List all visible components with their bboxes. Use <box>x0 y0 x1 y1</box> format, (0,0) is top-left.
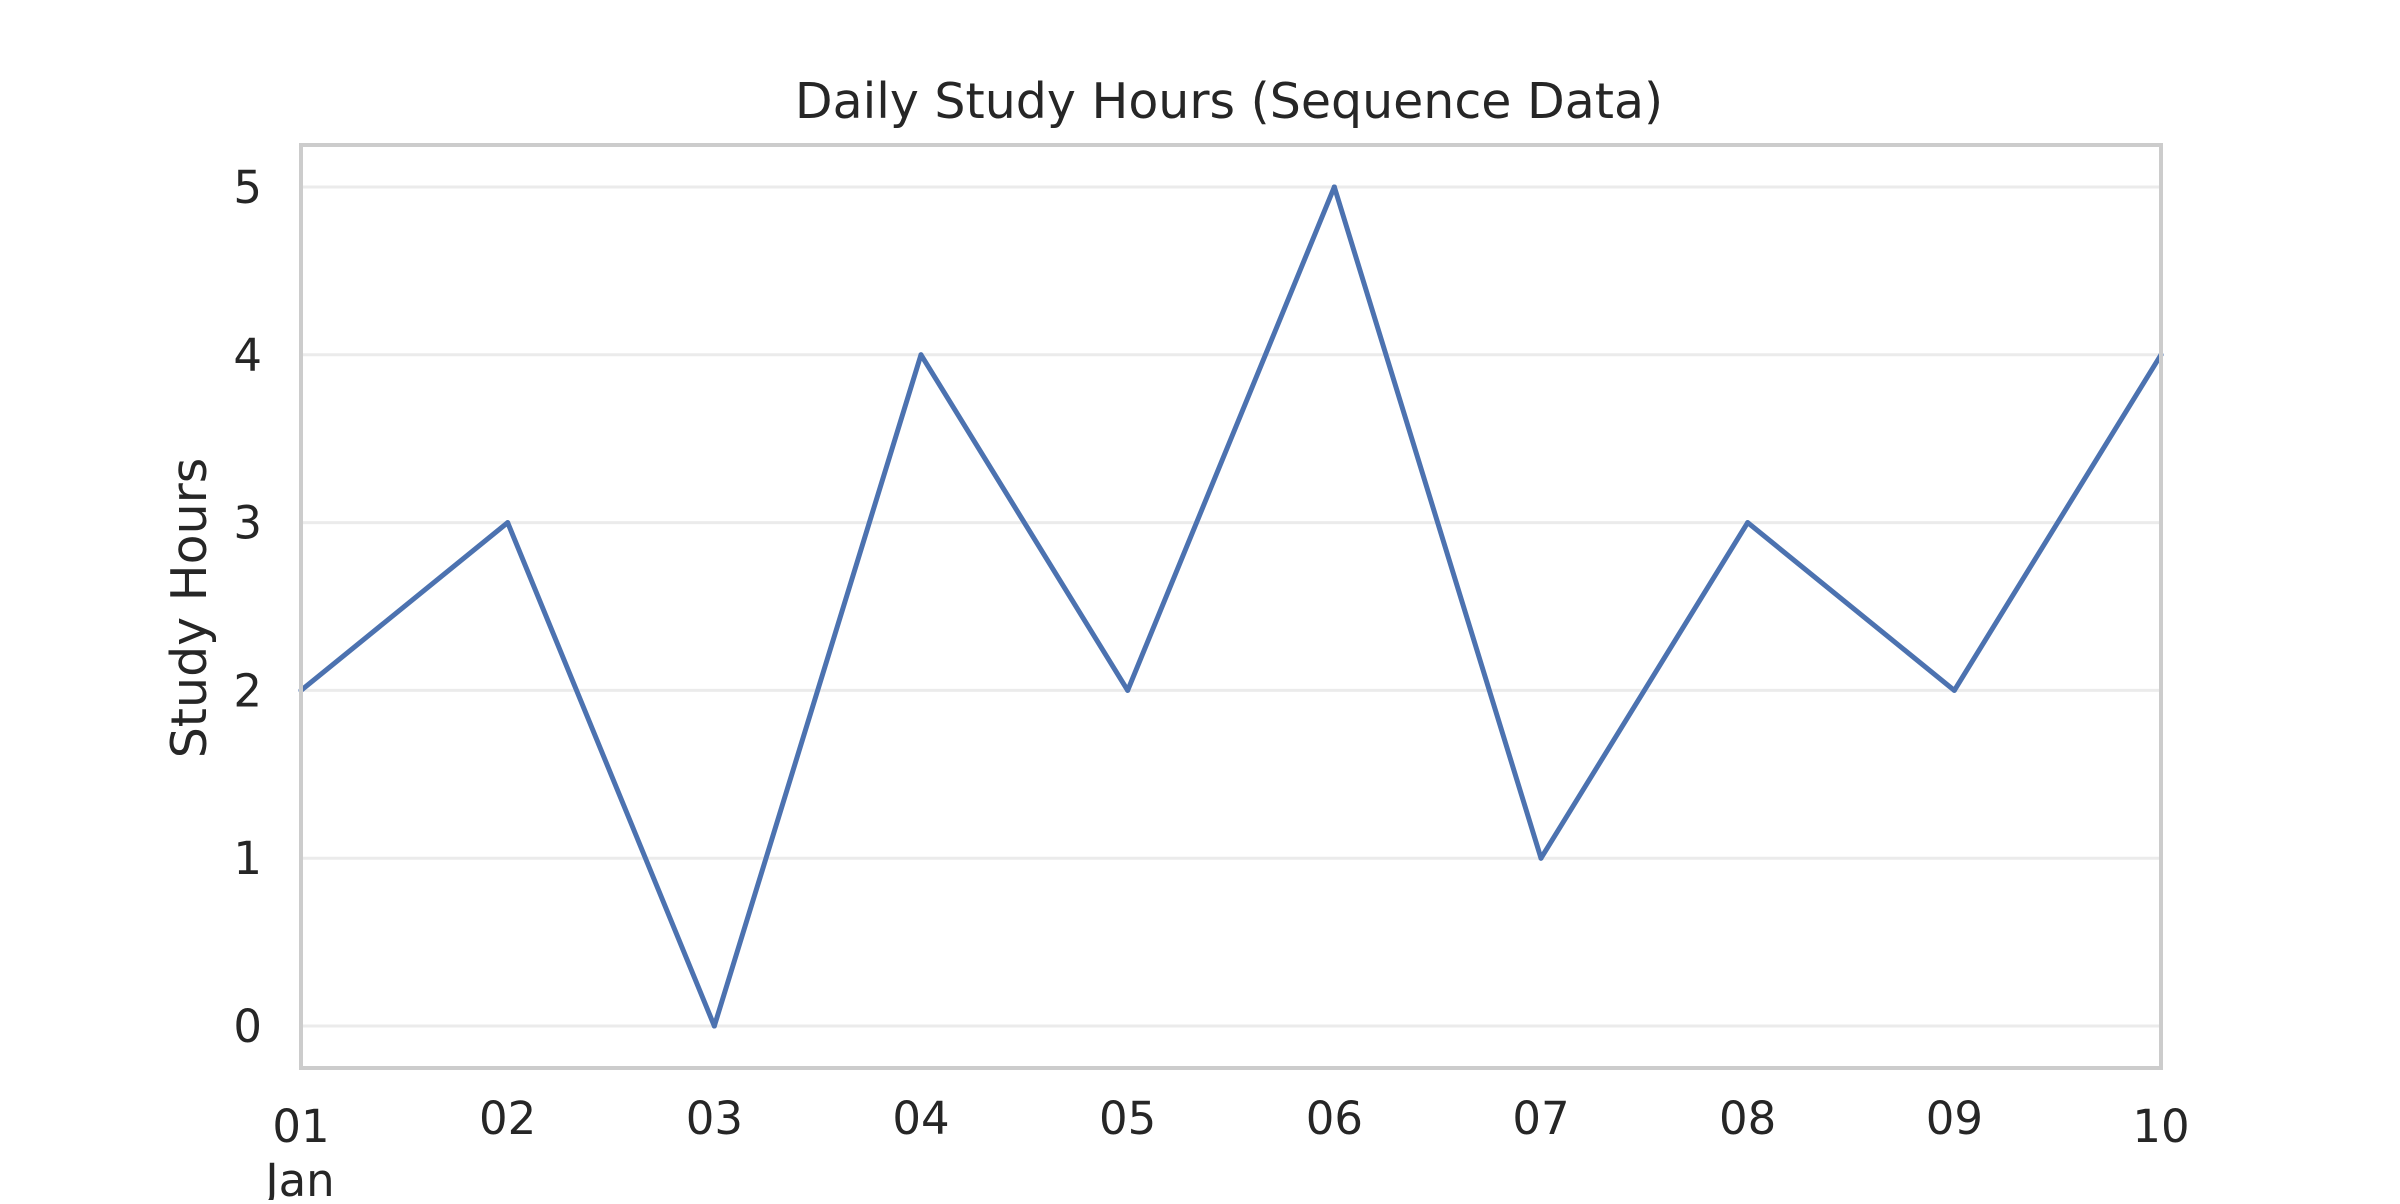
y-tick-label: 4 <box>233 329 262 382</box>
data-point <box>1125 687 1131 693</box>
data-point <box>1745 520 1751 526</box>
y-tick-label: 3 <box>233 497 262 550</box>
x-tick-label: 07 <box>1512 1092 1569 1145</box>
y-tick-label: 2 <box>233 664 262 717</box>
x-tick-label: 03 <box>686 1092 743 1145</box>
y-axis-label: Study Hours <box>161 458 218 759</box>
x-axis-month-label: Jan <box>262 1154 334 1200</box>
x-tick-label: 04 <box>892 1092 949 1145</box>
x-tick-label: 05 <box>1099 1092 1156 1145</box>
x-tick-label: 02 <box>479 1092 536 1145</box>
y-tick-label: 5 <box>233 161 262 214</box>
plot-frame <box>299 143 2163 1070</box>
x-axis-ticks: 01 02 03 04 05 06 07 08 09 10 <box>272 1092 2189 1153</box>
series-layer <box>298 184 2164 1029</box>
gridlines <box>301 185 2161 1028</box>
data-point <box>1331 184 1337 190</box>
x-tick-label: 09 <box>1926 1092 1983 1145</box>
y-tick-label: 1 <box>233 832 262 885</box>
x-tick-label: 06 <box>1306 1092 1363 1145</box>
x-tick-label: 10 <box>2132 1100 2189 1153</box>
y-axis-ticks: 0 1 2 3 4 5 <box>233 161 262 1053</box>
x-tick-label: 01 <box>272 1100 329 1153</box>
x-tick-label: 08 <box>1719 1092 1776 1145</box>
chart-title: Daily Study Hours (Sequence Data) <box>795 73 1663 130</box>
data-point <box>1538 855 1544 861</box>
series-line-0 <box>298 184 2164 1029</box>
data-point <box>711 1023 717 1029</box>
data-point <box>1951 687 1957 693</box>
data-point <box>505 520 511 526</box>
data-point <box>918 352 924 358</box>
y-tick-label: 0 <box>233 1000 262 1053</box>
